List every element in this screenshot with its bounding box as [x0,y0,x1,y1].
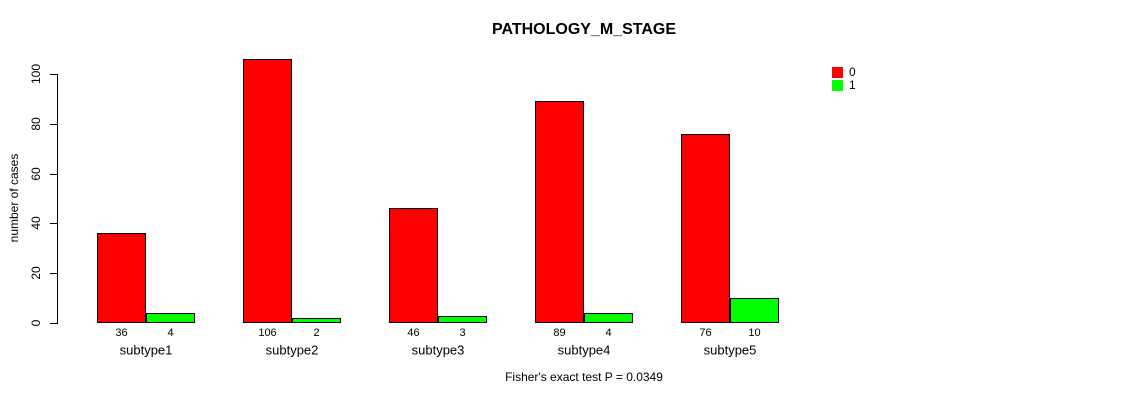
bar-value-label: 4 [605,327,612,339]
y-axis-tick [50,323,57,324]
y-axis-line [57,74,58,324]
bar-value-label: 2 [313,327,320,339]
x-axis-category-label: subtype5 [703,342,757,358]
y-axis-tick-label: 40 [29,216,43,230]
bar-subtype1-series0 [97,233,146,323]
y-axis-label: number of cases [7,153,21,243]
bar-subtype5-series1 [730,298,779,323]
x-axis-category-label: subtype2 [265,342,319,358]
bar-value-label: 46 [407,327,420,339]
bar-subtype3-series1 [438,316,487,323]
x-axis-category-label: subtype3 [411,342,465,358]
bar-subtype3-series0 [389,208,438,323]
y-axis-tick [50,74,57,75]
legend-item-0: 0 [832,66,856,79]
bar-value-label: 3 [459,327,466,339]
legend-swatch-green [832,80,843,91]
legend-label-0: 0 [849,65,856,79]
y-axis-tick-label: 60 [29,167,43,181]
bar-subtype2-series0 [243,59,292,323]
bar-subtype4-series1 [584,313,633,323]
y-axis-tick-label: 80 [29,117,43,131]
bar-value-label: 10 [748,327,761,339]
bar-value-label: 4 [167,327,174,339]
bar-value-label: 36 [115,327,128,339]
legend-swatch-red [832,67,843,78]
legend-item-1: 1 [832,79,856,92]
y-axis-tick [50,174,57,175]
y-axis-tick [50,124,57,125]
y-axis-tick-label: 0 [29,319,43,327]
y-axis-tick-label: 20 [29,266,43,280]
bar-value-label: 106 [258,327,277,339]
fisher-test-caption: Fisher's exact test P = 0.0349 [505,370,663,384]
bar-subtype5-series0 [681,134,730,323]
x-axis-category-label: subtype1 [119,342,173,358]
y-axis-tick [50,273,57,274]
bar-value-label: 76 [699,327,712,339]
legend-label-1: 1 [849,78,856,92]
chart-title: PATHOLOGY_M_STAGE [491,21,677,38]
bar-subtype4-series0 [535,101,584,323]
bar-value-label: 89 [553,327,566,339]
y-axis-tick [50,223,57,224]
bar-subtype1-series1 [146,313,195,323]
legend: 0 1 [832,66,856,92]
x-axis-category-label: subtype4 [557,342,611,358]
y-axis-tick-label: 100 [29,63,43,85]
bar-subtype2-series1 [292,318,341,323]
